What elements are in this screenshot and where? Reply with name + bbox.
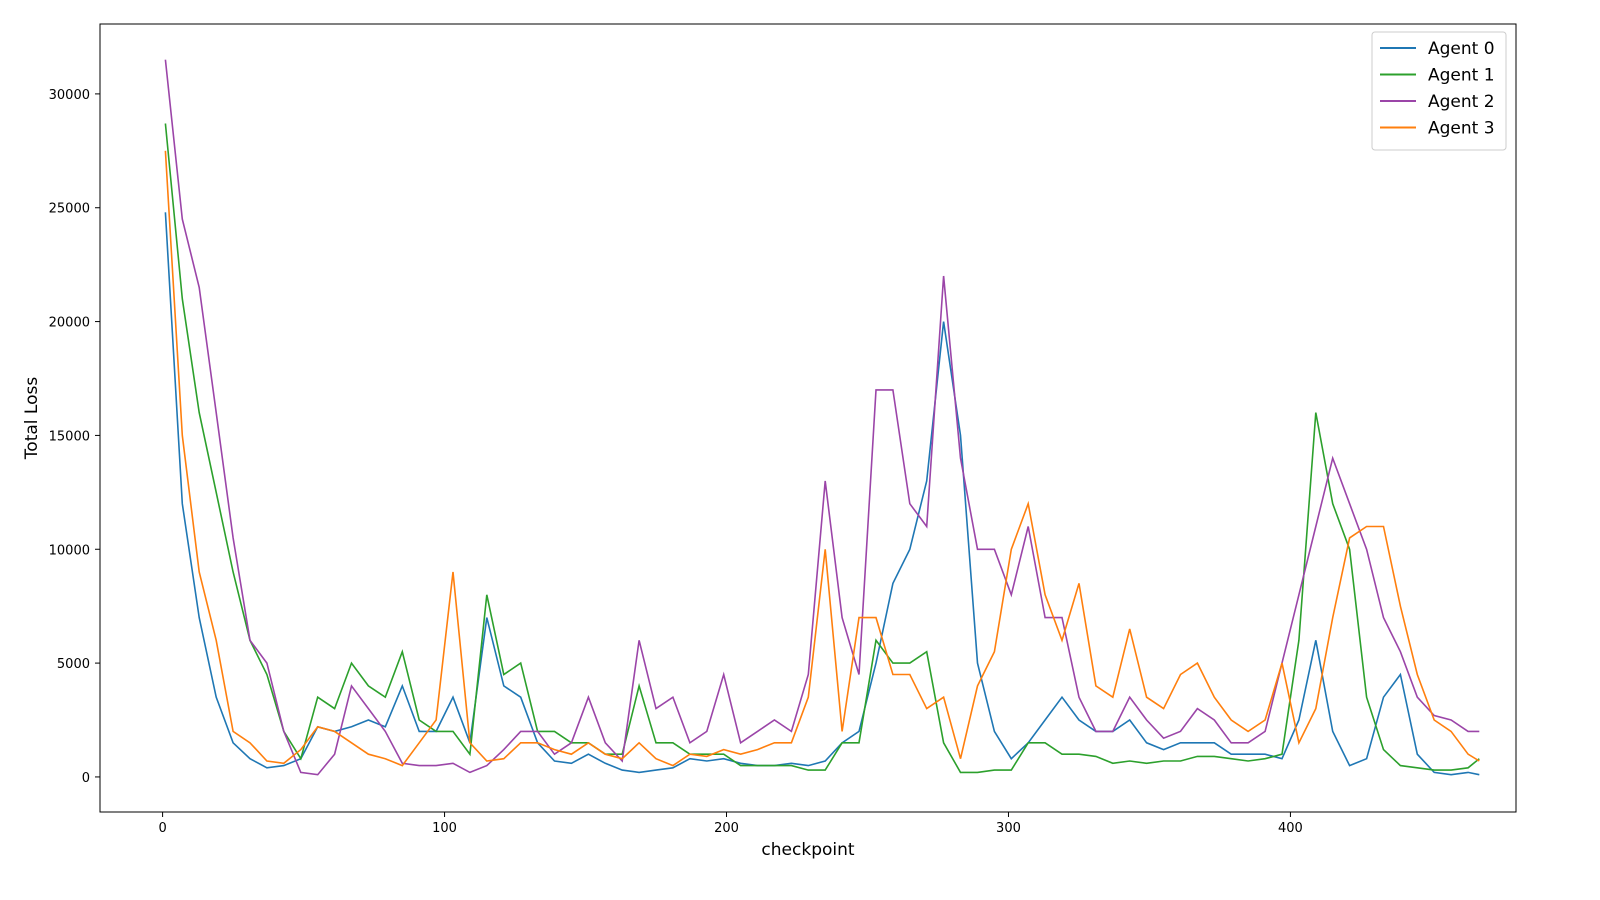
x-tick-label: 0 (158, 821, 166, 836)
x-tick-label: 400 (1278, 821, 1303, 836)
x-tick-label: 100 (432, 821, 457, 836)
y-tick-label: 15000 (49, 429, 90, 444)
y-tick-label: 5000 (57, 657, 90, 672)
legend-label: Agent 1 (1428, 66, 1495, 86)
y-tick-label: 20000 (49, 316, 90, 331)
series-line (164, 59, 1480, 776)
y-tick-label: 0 (82, 771, 90, 786)
series-line (164, 123, 1480, 774)
y-axis-label: Total Loss (22, 377, 42, 461)
legend-box (1371, 31, 1507, 151)
legend-label: Agent 2 (1428, 92, 1495, 112)
legend-label: Agent 3 (1428, 119, 1495, 139)
x-axis-label: checkpoint (761, 840, 854, 860)
series-line (164, 150, 1480, 767)
legend-label: Agent 0 (1428, 39, 1495, 59)
series-line (164, 212, 1480, 776)
x-tick-label: 200 (714, 821, 739, 836)
x-tick-label: 300 (996, 821, 1021, 836)
y-tick-label: 30000 (49, 88, 90, 103)
y-tick-label: 10000 (49, 543, 90, 558)
y-tick-label: 25000 (49, 202, 90, 217)
plot-frame (99, 23, 1517, 813)
